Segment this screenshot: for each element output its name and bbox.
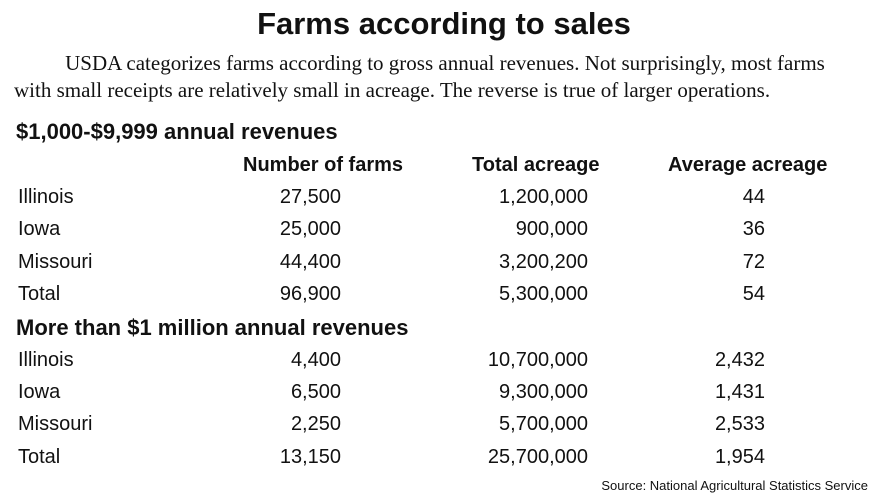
average-acreage-cell: 54 — [742, 283, 765, 305]
average-acreage-cell: 72 — [742, 251, 765, 273]
total-acreage-cell: 5,700,000 — [499, 413, 588, 435]
total-acreage-cell: 3,200,200 — [499, 251, 588, 273]
number-of-farms-cell: 6,500 — [290, 381, 341, 403]
number-of-farms-cell: 27,500 — [279, 186, 341, 208]
average-acreage-cell: 1,431 — [714, 381, 765, 403]
total-acreage-cell: 9,300,000 — [499, 381, 588, 403]
total-acreage-cell: 1,200,000 — [499, 186, 588, 208]
chart-subtitle: USDA categorizes farms according to gros… — [14, 50, 876, 104]
average-acreage-cell: 36 — [742, 218, 765, 240]
row-label: Missouri — [18, 413, 93, 435]
number-of-farms-cell: 13,150 — [279, 446, 341, 468]
column-header-number-of-farms: Number of farms — [243, 154, 404, 176]
section-title-small-revenue: $1,000-$9,999 annual revenues — [16, 119, 338, 144]
table-row: Total 13,150 25,700,000 1,954 — [0, 446, 888, 476]
row-label: Total — [18, 283, 61, 305]
table-row: Missouri 2,250 5,700,000 2,533 — [0, 413, 888, 443]
total-acreage-cell: 25,700,000 — [487, 446, 588, 468]
number-of-farms-cell: 96,900 — [279, 283, 341, 305]
row-label: Missouri — [18, 251, 93, 273]
total-acreage-cell: 5,300,000 — [499, 283, 588, 305]
table-row: Iowa 6,500 9,300,000 1,431 — [0, 381, 888, 411]
average-acreage-cell: 2,432 — [714, 349, 765, 371]
average-acreage-cell: 1,954 — [714, 446, 765, 468]
number-of-farms-cell: 4,400 — [290, 349, 341, 371]
chart-title: Farms according to sales — [257, 6, 631, 41]
number-of-farms-cell: 25,000 — [279, 218, 341, 240]
row-label: Illinois — [18, 186, 74, 208]
total-acreage-cell: 900,000 — [515, 218, 588, 240]
table-row: Missouri 44,400 3,200,200 72 — [0, 251, 888, 281]
average-acreage-cell: 44 — [742, 186, 765, 208]
row-label: Iowa — [18, 218, 61, 240]
subtitle-line-2: with small receipts are relatively small… — [14, 78, 771, 102]
column-header-average-acreage: Average acreage — [668, 154, 828, 176]
row-label: Illinois — [18, 349, 74, 371]
average-acreage-cell: 2,533 — [714, 413, 765, 435]
subtitle-line-1: USDA categorizes farms according to gros… — [65, 51, 825, 75]
source-note: Source: National Agricultural Statistics… — [601, 478, 868, 493]
table-row: Illinois 4,400 10,700,000 2,432 — [0, 349, 888, 379]
number-of-farms-cell: 2,250 — [290, 413, 341, 435]
column-header-total-acreage: Total acreage — [472, 154, 600, 176]
table-row: Total 96,900 5,300,000 54 — [0, 283, 888, 313]
section-title-large-revenue: More than $1 million annual revenues — [16, 315, 409, 340]
number-of-farms-cell: 44,400 — [279, 251, 341, 273]
row-label: Iowa — [18, 381, 61, 403]
table-row: Illinois 27,500 1,200,000 44 — [0, 186, 888, 216]
table-row: Iowa 25,000 900,000 36 — [0, 218, 888, 248]
total-acreage-cell: 10,700,000 — [487, 349, 588, 371]
row-label: Total — [18, 446, 61, 468]
